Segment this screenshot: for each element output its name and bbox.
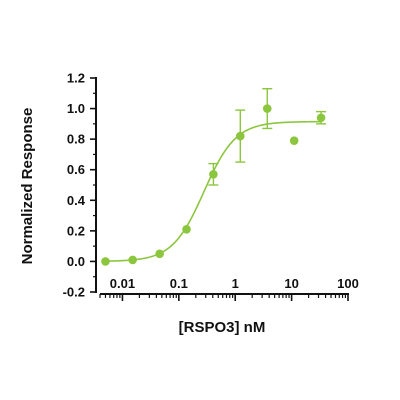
y-tick-label: 0.2 <box>67 223 85 238</box>
y-tick-label: 0.4 <box>67 193 86 208</box>
data-point <box>316 113 326 123</box>
y-tick-label: 1.2 <box>67 71 85 86</box>
x-tick-label: 10 <box>284 276 298 291</box>
data-point <box>155 249 164 259</box>
y-axis-title: Normalized Response <box>19 108 36 265</box>
data-point <box>235 131 245 141</box>
data-point <box>182 225 191 234</box>
y-tick-label: 0.8 <box>67 132 85 147</box>
x-axis: 0.01 0.1 1 10 100 <box>99 276 359 301</box>
y-tick-label: 1.0 <box>67 101 85 116</box>
y-axis: -0.2 0.0 0.2 0.4 0.6 0.8 1.0 1.2 <box>63 71 97 300</box>
plot-area <box>101 87 327 266</box>
data-point <box>262 104 272 113</box>
y-tick-label: -0.2 <box>63 285 85 300</box>
x-tick-label: 0.01 <box>110 276 135 291</box>
x-tick-label: 100 <box>337 276 359 291</box>
y-tick-label: 0.0 <box>67 254 85 269</box>
y-tick-label: 0.6 <box>67 162 85 177</box>
data-point <box>209 170 218 179</box>
data-point <box>128 255 137 265</box>
data-point <box>101 257 110 266</box>
x-tick-label: 1 <box>232 276 239 291</box>
data-point <box>289 136 299 145</box>
fit-curve <box>105 120 322 262</box>
x-tick-label: 0.1 <box>170 276 188 291</box>
x-axis-title: [RSPO3] nM <box>179 319 266 336</box>
